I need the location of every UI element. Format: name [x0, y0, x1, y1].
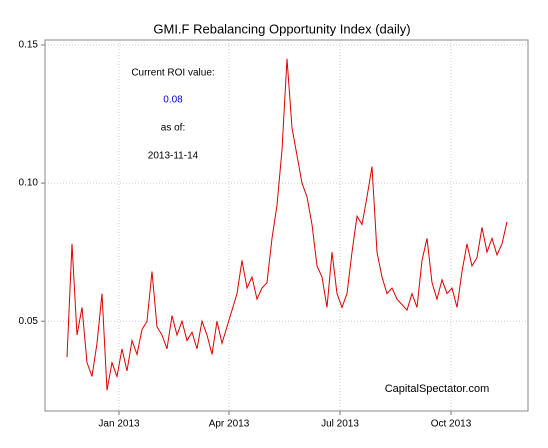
- annotation: 2013-11-14: [148, 151, 199, 162]
- y-tick-label: 0.10: [19, 178, 39, 189]
- x-tick-label: Jan 2013: [98, 419, 140, 430]
- x-tick-label: Oct 2013: [431, 419, 472, 430]
- annotation: as of:: [161, 123, 185, 134]
- x-tick-label: Jul 2013: [321, 419, 359, 430]
- annotation-value: 0.08: [163, 95, 183, 106]
- x-tick-label: Apr 2013: [209, 419, 250, 430]
- plot-border: [44, 39, 529, 412]
- y-tick-label: 0.15: [19, 40, 39, 51]
- annotation: Current ROI value:: [131, 68, 214, 79]
- watermark: CapitalSpectator.com: [385, 383, 490, 395]
- chart-title: GMI.F Rebalancing Opportunity Index (dai…: [153, 21, 410, 36]
- y-tick-label: 0.05: [19, 316, 39, 327]
- data-line: [66, 58, 508, 391]
